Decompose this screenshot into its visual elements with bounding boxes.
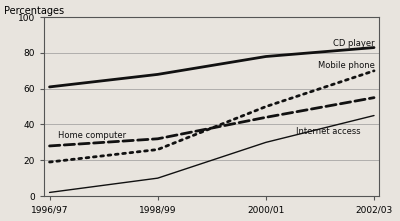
Text: Internet access: Internet access xyxy=(296,127,361,136)
Text: Percentages: Percentages xyxy=(4,6,64,16)
Text: CD player: CD player xyxy=(333,40,374,48)
Text: Home computer: Home computer xyxy=(58,131,126,140)
Text: Mobile phone: Mobile phone xyxy=(318,61,375,70)
